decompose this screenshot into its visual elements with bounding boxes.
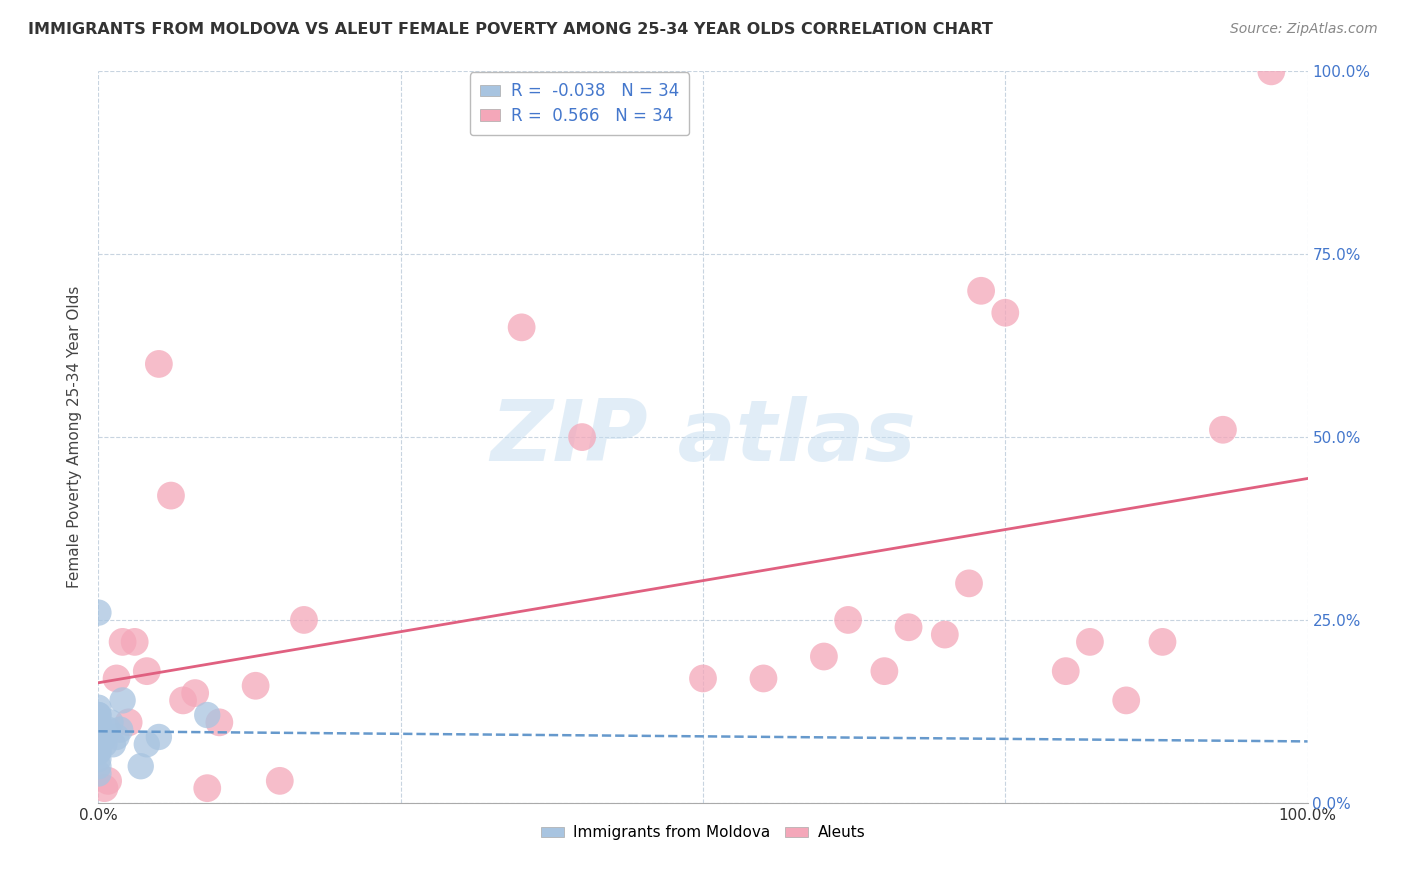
Point	[87, 708, 110, 723]
Point	[87, 745, 110, 759]
Point	[87, 700, 110, 714]
Point	[510, 320, 533, 334]
Point	[87, 723, 110, 737]
Point	[934, 627, 956, 641]
Point	[124, 635, 146, 649]
Point	[105, 730, 128, 744]
Point	[87, 723, 110, 737]
Point	[87, 723, 110, 737]
Text: ZIP atlas: ZIP atlas	[491, 395, 915, 479]
Point	[135, 664, 157, 678]
Point	[148, 730, 170, 744]
Point	[87, 715, 110, 730]
Point	[111, 635, 134, 649]
Point	[87, 737, 110, 751]
Point	[87, 708, 110, 723]
Point	[195, 708, 218, 723]
Point	[752, 672, 775, 686]
Point	[1078, 635, 1101, 649]
Text: Source: ZipAtlas.com: Source: ZipAtlas.com	[1230, 22, 1378, 37]
Point	[118, 715, 141, 730]
Point	[129, 759, 152, 773]
Point	[571, 430, 593, 444]
Point	[1115, 693, 1137, 707]
Point	[105, 672, 128, 686]
Point	[93, 737, 115, 751]
Point	[172, 693, 194, 707]
Point	[97, 773, 120, 788]
Point	[108, 723, 131, 737]
Point	[87, 723, 110, 737]
Point	[87, 766, 110, 780]
Y-axis label: Female Poverty Among 25-34 Year Olds: Female Poverty Among 25-34 Year Olds	[67, 286, 83, 588]
Point	[87, 715, 110, 730]
Point	[208, 715, 231, 730]
Point	[160, 489, 183, 503]
Point	[87, 752, 110, 766]
Point	[269, 773, 291, 788]
Point	[837, 613, 859, 627]
Point	[100, 715, 122, 730]
Point	[87, 730, 110, 744]
Point	[195, 781, 218, 796]
Point	[87, 730, 110, 744]
Point	[93, 781, 115, 796]
Point	[87, 730, 110, 744]
Legend: Immigrants from Moldova, Aleuts: Immigrants from Moldova, Aleuts	[534, 819, 872, 847]
Point	[111, 693, 134, 707]
Point	[1260, 64, 1282, 78]
Point	[87, 745, 110, 759]
Text: IMMIGRANTS FROM MOLDOVA VS ALEUT FEMALE POVERTY AMONG 25-34 YEAR OLDS CORRELATIO: IMMIGRANTS FROM MOLDOVA VS ALEUT FEMALE …	[28, 22, 993, 37]
Point	[184, 686, 207, 700]
Point	[813, 649, 835, 664]
Point	[1152, 635, 1174, 649]
Point	[87, 715, 110, 730]
Point	[135, 737, 157, 751]
Point	[245, 679, 267, 693]
Point	[292, 613, 315, 627]
Point	[873, 664, 896, 678]
Point	[1212, 423, 1234, 437]
Point	[87, 737, 110, 751]
Point	[897, 620, 920, 634]
Point	[957, 576, 980, 591]
Point	[970, 284, 993, 298]
Point	[87, 759, 110, 773]
Point	[994, 306, 1017, 320]
Point	[87, 715, 110, 730]
Point	[101, 737, 124, 751]
Point	[692, 672, 714, 686]
Point	[87, 606, 110, 620]
Point	[97, 723, 120, 737]
Point	[148, 357, 170, 371]
Point	[1054, 664, 1077, 678]
Point	[93, 730, 115, 744]
